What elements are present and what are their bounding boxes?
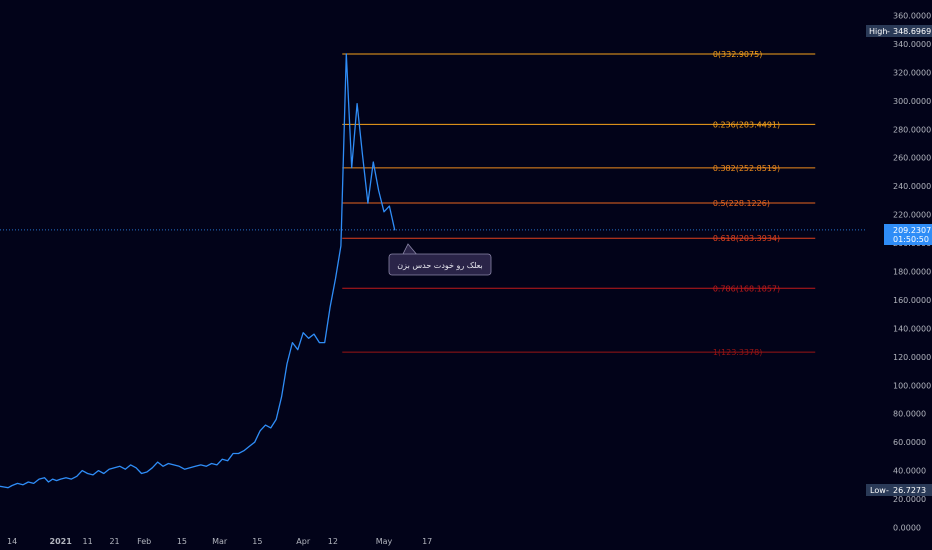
last-price-tag-box (884, 224, 932, 245)
annotation-callout[interactable]: بعلک رو خودت حدس بزن (388, 243, 492, 276)
fib-level-label: 0(332.9075) (713, 50, 763, 59)
low-connector: - (886, 486, 889, 495)
x-tick-label: Feb (137, 537, 151, 546)
y-tick-label: 260.0000 (893, 154, 931, 163)
high-value: 348.6969 (893, 27, 931, 36)
y-tick-label: 280.0000 (893, 125, 931, 134)
x-tick-label: 14 (7, 537, 17, 546)
last-price-countdown: 01:50:50 (893, 235, 929, 244)
y-tick-label: 220.0000 (893, 211, 931, 220)
x-tick-label: 15 (252, 537, 262, 546)
fib-level-label: 0.382(252.8519) (713, 164, 780, 173)
high-label: High (869, 27, 887, 36)
high-marker: High - 348.6969 (866, 25, 932, 37)
low-tag-box (866, 484, 932, 496)
low-label: Low (870, 486, 886, 495)
x-tick-label: May (376, 537, 393, 546)
y-tick-label: 180.0000 (893, 268, 931, 277)
fib-level-label: 0.5(228.1226) (713, 199, 770, 208)
fib-level-label: 0.618(203.3934) (713, 234, 780, 243)
x-tick-label: 15 (177, 537, 187, 546)
x-tick-label: 2021 (50, 537, 73, 546)
y-tick-label: 100.0000 (893, 381, 931, 390)
annotation-box (388, 253, 492, 276)
fib-level-label: 0.786(168.1857) (713, 284, 780, 293)
x-tick-label: 17 (422, 537, 432, 546)
y-tick-label: 120.0000 (893, 353, 931, 362)
last-price-marker: 209.2307 01:50:50 (884, 224, 932, 245)
y-tick-label: 0.0000 (893, 524, 921, 533)
fib-level-label: 1(123.3378) (713, 348, 763, 357)
annotation-text: بعلک رو خودت حدس بزن (397, 261, 482, 270)
price-axis[interactable]: 0.0000 20.0000 40.0000 60.0000 80.0000 100.00… (866, 0, 932, 550)
y-tick-label: 360.0000 (893, 12, 931, 21)
x-axis-ticks: 14 2021 11 21 Feb 15 Mar 15 Apr 12 May 17 (7, 537, 432, 546)
time-axis[interactable]: 14 2021 11 21 Feb 15 Mar 15 Apr 12 May 17 (7, 537, 432, 546)
low-marker: Low - 26.7273 (866, 484, 932, 496)
plot-area[interactable]: 0(332.9075) 0.236(283.4491) 0.382(252.8519… (0, 50, 866, 489)
y-tick-label: 80.0000 (893, 410, 926, 419)
low-value: 26.7273 (893, 486, 926, 495)
y-tick-label: 140.0000 (893, 324, 931, 333)
x-tick-label: Mar (212, 537, 228, 546)
y-tick-label: 300.0000 (893, 97, 931, 106)
x-tick-label: 12 (328, 537, 338, 546)
price-axis-background (866, 0, 932, 550)
price-series-line[interactable] (0, 53, 396, 489)
y-tick-label: 160.0000 (893, 296, 931, 305)
y-tick-label: 20.0000 (893, 495, 926, 504)
last-price-value: 209.2307 (893, 226, 931, 235)
x-tick-label: 11 (82, 537, 92, 546)
high-tag-box (866, 25, 932, 37)
y-axis-ticks: 0.0000 20.0000 40.0000 60.0000 80.0000 100.00… (893, 12, 931, 533)
y-tick-label: 340.0000 (893, 40, 931, 49)
y-tick-label: 60.0000 (893, 438, 926, 447)
x-tick-label: Apr (296, 537, 311, 546)
fib-level-label: 0.236(283.4491) (713, 120, 780, 129)
y-tick-label: 240.0000 (893, 182, 931, 191)
high-connector: - (887, 27, 890, 36)
x-tick-label: 21 (109, 537, 119, 546)
y-tick-label: 320.0000 (893, 68, 931, 77)
y-tick-label: 40.0000 (893, 467, 926, 476)
